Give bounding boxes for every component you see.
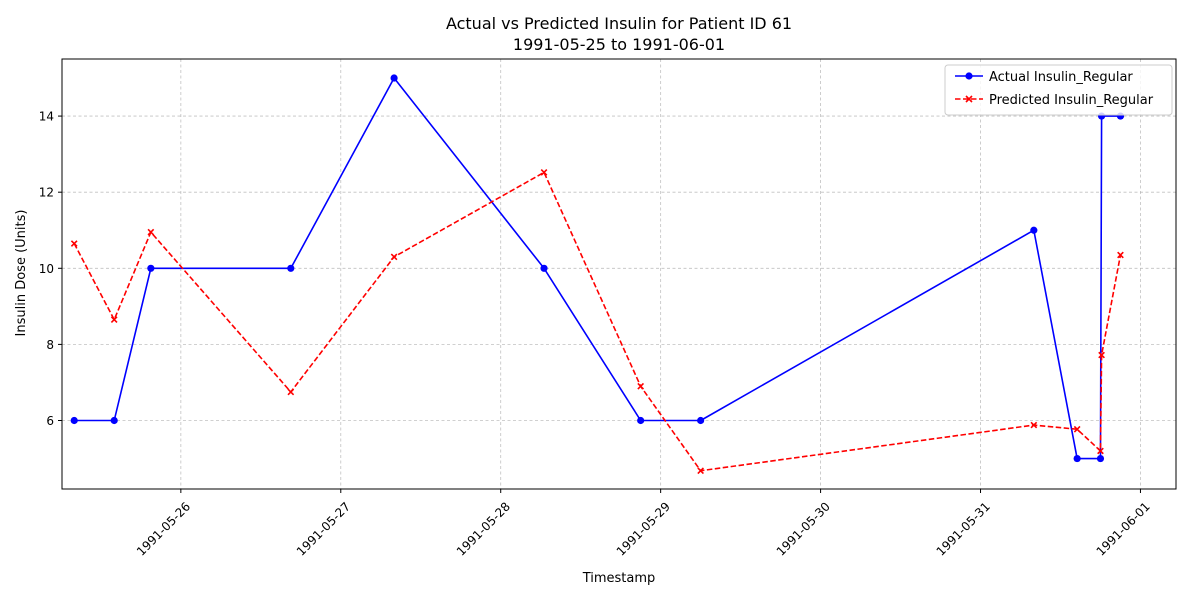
y-axis-label: Insulin Dose (Units) xyxy=(14,210,29,337)
data-point-actual xyxy=(1096,454,1105,463)
y-tick-label: 12 xyxy=(39,186,54,200)
data-point-actual xyxy=(287,264,295,272)
data-point-actual xyxy=(637,416,645,425)
chart-subtitle: 1991-05-25 to 1991-06-01 xyxy=(513,35,725,54)
data-point-predicted xyxy=(1117,251,1124,259)
data-point-actual xyxy=(540,264,548,272)
data-point-predicted xyxy=(697,467,704,475)
legend-marker-predicted xyxy=(965,95,973,103)
data-point-predicted xyxy=(287,388,295,396)
chart-title: Actual vs Predicted Insulin for Patient … xyxy=(446,14,792,33)
data-point-predicted xyxy=(1073,425,1081,433)
data-point-actual xyxy=(697,416,705,425)
data-point-actual xyxy=(147,264,155,272)
y-tick-label: 6 xyxy=(46,414,54,428)
legend: Actual Insulin_Regular Predicted Insulin… xyxy=(944,64,1173,116)
data-point-actual xyxy=(1030,226,1038,234)
data-point-predicted xyxy=(110,316,118,324)
data-point-predicted xyxy=(1098,351,1105,359)
y-tick-label: 14 xyxy=(39,110,54,124)
y-tick-label: 8 xyxy=(46,338,54,352)
data-point-predicted xyxy=(390,253,398,261)
data-point-actual xyxy=(390,74,398,82)
series-layer xyxy=(70,74,1125,475)
data-point-predicted xyxy=(70,240,78,247)
data-point-predicted xyxy=(540,169,548,176)
grid xyxy=(62,59,1176,489)
plot-frame xyxy=(61,58,1177,490)
data-point-actual xyxy=(110,416,118,425)
x-axis-label: Timestamp xyxy=(582,571,656,586)
y-tick-label: 10 xyxy=(39,262,54,276)
data-point-predicted xyxy=(147,228,155,236)
data-point-actual xyxy=(1073,454,1081,463)
data-point-predicted xyxy=(637,382,645,390)
data-point-predicted xyxy=(1030,421,1038,429)
legend-label-predicted: Predicted Insulin_Regular xyxy=(989,93,1154,108)
data-point-predicted xyxy=(1097,447,1104,455)
data-point-actual xyxy=(70,416,78,425)
legend-label-actual: Actual Insulin_Regular xyxy=(989,70,1133,85)
legend-marker-actual xyxy=(965,72,973,80)
legend-box xyxy=(944,64,1173,116)
